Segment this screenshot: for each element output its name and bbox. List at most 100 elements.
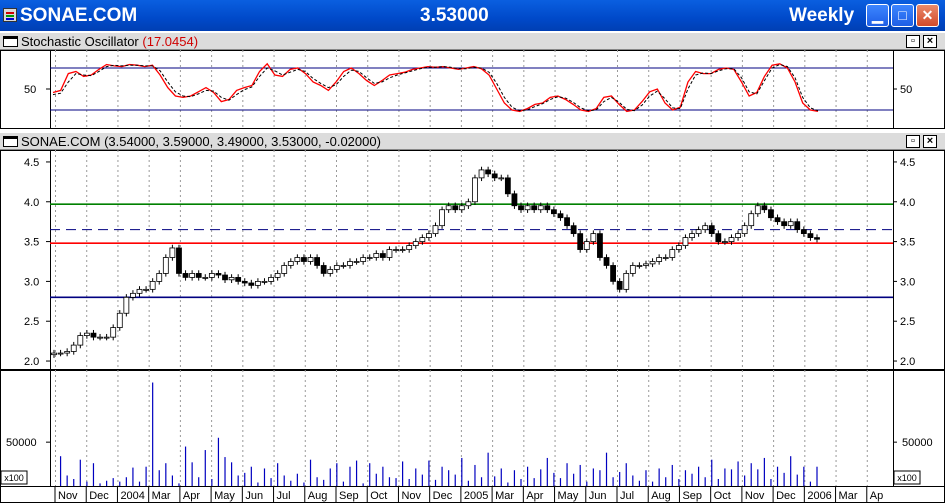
minimize-button[interactable]: ▁ bbox=[866, 4, 889, 27]
candle-body bbox=[347, 261, 353, 266]
candle-body bbox=[208, 273, 215, 278]
price-restore-button[interactable]: ▫ bbox=[906, 135, 920, 148]
candle-body bbox=[202, 277, 209, 279]
candle-body bbox=[458, 205, 465, 211]
candle-body bbox=[511, 193, 518, 207]
time-label: Dec bbox=[433, 490, 453, 502]
candle-body bbox=[597, 233, 603, 258]
app-icon[interactable] bbox=[3, 8, 17, 22]
time-label: Dec bbox=[89, 490, 109, 502]
close-button[interactable]: ✕ bbox=[916, 4, 939, 27]
candle-body bbox=[136, 288, 143, 294]
candle-body bbox=[143, 288, 149, 291]
candle-body bbox=[439, 209, 445, 227]
time-label: 2006 bbox=[807, 490, 831, 502]
candle-body bbox=[314, 257, 321, 266]
candle-body bbox=[570, 225, 577, 235]
price-close-button[interactable]: × bbox=[923, 135, 937, 148]
candle-body bbox=[564, 217, 570, 227]
candle-body bbox=[57, 352, 64, 355]
price-tick-left: 4.5 bbox=[24, 157, 39, 169]
candle-body bbox=[656, 257, 663, 262]
time-label: Mar bbox=[839, 490, 858, 502]
time-label: Nov bbox=[58, 490, 78, 502]
candle-body bbox=[222, 274, 228, 281]
candle-body bbox=[255, 280, 261, 286]
stoch-tick-left: 50 bbox=[24, 84, 36, 96]
time-axis bbox=[0, 486, 945, 503]
candle-body bbox=[353, 261, 360, 263]
candle-body bbox=[228, 277, 235, 281]
candle-body bbox=[379, 253, 386, 258]
stoch-frame bbox=[0, 50, 945, 129]
price-tick-left: 4.0 bbox=[24, 197, 39, 209]
close-icon: × bbox=[926, 35, 934, 47]
price-panel-header: SONAE.COM (3.54000, 3.59000, 3.49000, 3.… bbox=[0, 132, 945, 150]
candle-body bbox=[741, 225, 748, 235]
time-label: Aug bbox=[651, 490, 671, 502]
maximize-button[interactable]: □ bbox=[891, 4, 914, 27]
time-label: Sep bbox=[682, 490, 702, 502]
candle-body bbox=[583, 241, 590, 250]
stoch-tick-right: 50 bbox=[900, 84, 912, 96]
candle-body bbox=[465, 201, 472, 207]
candle-body bbox=[768, 209, 774, 219]
price-tick-right: 3.5 bbox=[900, 237, 915, 249]
time-label: May bbox=[558, 490, 579, 502]
restore-icon: ▫ bbox=[911, 35, 915, 47]
time-label: Sep bbox=[339, 490, 359, 502]
candle-body bbox=[498, 177, 505, 180]
window-title-price: 3.53000 bbox=[420, 5, 489, 26]
stoch-restore-button[interactable]: ▫ bbox=[906, 35, 920, 48]
stoch-value: (17.0454) bbox=[142, 34, 199, 49]
time-label: Nov bbox=[745, 490, 765, 502]
candle-body bbox=[294, 257, 301, 262]
candle-body bbox=[261, 280, 268, 283]
candle-body bbox=[360, 257, 367, 262]
time-label: Apr bbox=[183, 490, 200, 502]
candle-body bbox=[610, 265, 616, 282]
candle-body bbox=[616, 280, 623, 290]
time-label: May bbox=[214, 490, 235, 502]
candle-body bbox=[83, 332, 90, 336]
candle-body bbox=[702, 225, 709, 231]
candle-body bbox=[162, 257, 169, 274]
candle-body bbox=[485, 169, 492, 175]
price-panel-title: SONAE.COM (3.54000, 3.59000, 3.49000, 3.… bbox=[21, 134, 381, 149]
candle-body bbox=[333, 265, 340, 270]
candle-body bbox=[169, 247, 176, 258]
volume-scale-right: x100 bbox=[897, 473, 917, 483]
price-frame bbox=[0, 150, 945, 370]
candle-body bbox=[77, 335, 84, 346]
candle-body bbox=[445, 205, 452, 211]
candle-body bbox=[215, 273, 222, 276]
stoch-close-button[interactable]: × bbox=[923, 35, 937, 48]
candle-body bbox=[149, 280, 156, 290]
price-ohlc: (3.54000, 3.59000, 3.49000, 3.53000, -0.… bbox=[104, 134, 381, 149]
candle-body bbox=[774, 217, 781, 223]
candle-body bbox=[794, 221, 801, 231]
candle-body bbox=[386, 249, 393, 258]
candle-body bbox=[807, 233, 814, 238]
candle-body bbox=[399, 249, 406, 251]
price-tick-right: 2.5 bbox=[900, 316, 915, 328]
candle-body bbox=[97, 336, 103, 339]
candle-body bbox=[412, 241, 419, 246]
candle-body bbox=[452, 205, 459, 211]
candle-body bbox=[537, 205, 544, 211]
candle-body bbox=[123, 296, 130, 314]
price-tick-right: 4.5 bbox=[900, 157, 915, 169]
candle-body bbox=[195, 273, 202, 278]
candle-body bbox=[800, 229, 807, 235]
candle-body bbox=[524, 205, 531, 211]
candle-body bbox=[64, 351, 71, 354]
candle-body bbox=[241, 280, 248, 284]
panel-menu-icon[interactable] bbox=[3, 136, 18, 147]
panel-menu-icon[interactable] bbox=[3, 36, 18, 47]
price-tick-right: 2.0 bbox=[900, 356, 915, 368]
candle-body bbox=[301, 257, 307, 262]
candle-body bbox=[550, 209, 557, 215]
candle-body bbox=[340, 265, 347, 267]
window-title-symbol: SONAE.COM bbox=[20, 5, 138, 26]
candle-body bbox=[320, 265, 327, 274]
